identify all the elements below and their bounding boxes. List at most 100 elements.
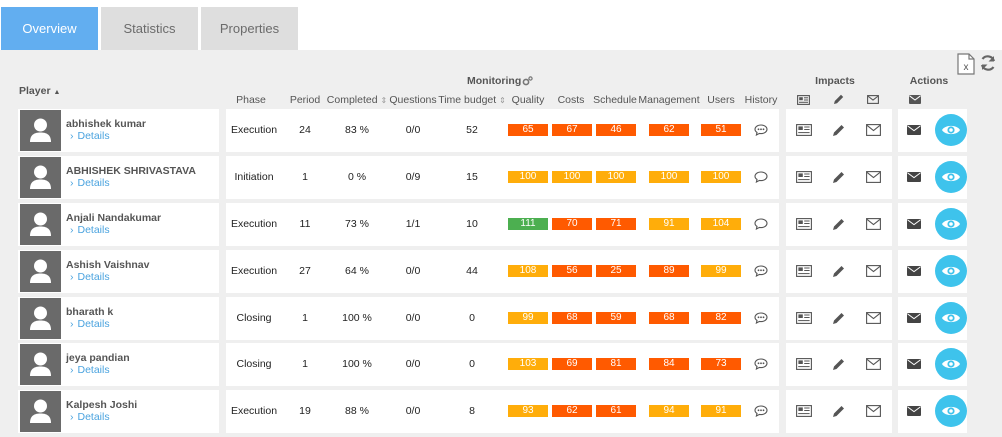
envelope-solid-icon[interactable] (907, 125, 921, 135)
newspaper-icon (797, 95, 810, 105)
chevron-right-icon: › (70, 224, 74, 236)
pencil-icon[interactable] (832, 265, 845, 278)
details-link[interactable]: › Details (70, 177, 110, 189)
envelope-solid-icon[interactable] (907, 172, 921, 182)
table-row: abhishek kumar › Details Execution 24 83 % 0/0… (0, 109, 1002, 152)
metrics-cell (226, 343, 779, 386)
player-name: ABHISHEK SHRIVASTAVA (66, 165, 196, 177)
excel-export-icon[interactable]: x (956, 53, 976, 75)
envelope-solid-icon (909, 95, 921, 104)
view-button[interactable] (935, 302, 967, 334)
management-score: 84 (649, 358, 689, 370)
chevron-right-icon: › (70, 364, 74, 376)
envelope-outline-icon[interactable] (866, 358, 881, 370)
newspaper-icon[interactable] (796, 124, 812, 136)
management-score: 62 (649, 124, 689, 136)
view-button[interactable] (935, 395, 967, 427)
newspaper-icon[interactable] (796, 312, 812, 324)
costs-score: 100 (552, 171, 592, 183)
pencil-icon[interactable] (832, 218, 845, 231)
details-label: Details (77, 224, 110, 236)
details-label: Details (77, 130, 110, 142)
envelope-outline-icon[interactable] (866, 405, 881, 417)
view-button[interactable] (935, 255, 967, 287)
envelope-outline-icon[interactable] (866, 124, 881, 136)
details-link[interactable]: › Details (70, 130, 110, 142)
newspaper-icon[interactable] (796, 405, 812, 417)
details-link[interactable]: › Details (70, 224, 110, 236)
player-header[interactable]: Player ▲ (19, 85, 60, 97)
newspaper-icon[interactable] (796, 218, 812, 230)
details-label: Details (77, 177, 110, 189)
details-link[interactable]: › Details (70, 318, 110, 330)
chat-history-icon[interactable] (754, 312, 768, 324)
pencil-icon[interactable] (832, 405, 845, 418)
envelope-outline-icon[interactable] (866, 312, 881, 324)
chat-history-icon[interactable] (754, 218, 768, 230)
period-value: 27 (299, 265, 311, 277)
management-score: 68 (649, 312, 689, 324)
refresh-icon[interactable] (979, 54, 997, 72)
users-score: 82 (701, 312, 741, 324)
envelope-solid-icon[interactable] (907, 359, 921, 369)
management-score: 94 (649, 405, 689, 417)
pencil-icon[interactable] (832, 171, 845, 184)
period-value: 24 (299, 124, 311, 136)
period-value: 11 (299, 218, 311, 230)
schedule-header: Schedule (593, 94, 637, 106)
time-budget-value: 44 (466, 265, 478, 277)
envelope-outline-icon[interactable] (866, 265, 881, 277)
chat-history-icon[interactable] (754, 358, 768, 370)
chat-history-icon[interactable] (754, 405, 768, 417)
pencil-icon[interactable] (832, 312, 845, 325)
impacts-header: Impacts (815, 75, 855, 87)
player-name: jeya pandian (66, 352, 130, 364)
time-budget-header[interactable]: Time budget ⇕ (438, 94, 506, 106)
envelope-outline-icon[interactable] (866, 218, 881, 230)
pencil-icon[interactable] (832, 124, 845, 137)
envelope-solid-icon[interactable] (907, 266, 921, 276)
pencil-icon[interactable] (832, 358, 845, 371)
envelope-outline-icon[interactable] (866, 171, 881, 183)
time-budget-value: 0 (469, 358, 475, 370)
view-button[interactable] (935, 161, 967, 193)
schedule-score: 71 (596, 218, 636, 230)
costs-score: 69 (552, 358, 592, 370)
completed-header[interactable]: Completed ⇕ (327, 94, 387, 106)
management-score: 100 (649, 171, 689, 183)
users-score: 100 (701, 171, 741, 183)
questions-value: 0/9 (405, 171, 421, 183)
tab-overview[interactable]: Overview (1, 7, 98, 50)
chat-history-icon[interactable] (754, 124, 768, 136)
envelope-solid-icon[interactable] (907, 406, 921, 416)
costs-score: 62 (552, 405, 592, 417)
schedule-score: 81 (596, 358, 636, 370)
chat-history-icon[interactable] (754, 171, 768, 183)
details-link[interactable]: › Details (70, 411, 110, 423)
view-button[interactable] (935, 208, 967, 240)
newspaper-icon[interactable] (796, 358, 812, 370)
newspaper-icon[interactable] (796, 171, 812, 183)
avatar (20, 391, 61, 432)
view-button[interactable] (935, 114, 967, 146)
tab-statistics[interactable]: Statistics (101, 7, 198, 50)
metrics-cell (226, 156, 779, 199)
phase-value: Initiation (234, 171, 274, 183)
player-name: Ashish Vaishnav (66, 259, 150, 271)
details-link[interactable]: › Details (70, 271, 110, 283)
view-button[interactable] (935, 348, 967, 380)
newspaper-icon[interactable] (796, 265, 812, 277)
tab-properties[interactable]: Properties (201, 7, 298, 50)
envelope-solid-icon[interactable] (907, 219, 921, 229)
details-link[interactable]: › Details (70, 364, 110, 376)
quality-score: 93 (508, 405, 548, 417)
users-score: 73 (701, 358, 741, 370)
table-row: Ashish Vaishnav › Details Execution 27 64 % 0/… (0, 250, 1002, 293)
quality-header: Quality (511, 94, 545, 106)
chat-history-icon[interactable] (754, 265, 768, 277)
user-icon (30, 212, 51, 236)
eye-icon (942, 125, 960, 135)
phase-header: Phase (236, 94, 266, 106)
envelope-solid-icon[interactable] (907, 313, 921, 323)
period-value: 1 (302, 312, 308, 324)
